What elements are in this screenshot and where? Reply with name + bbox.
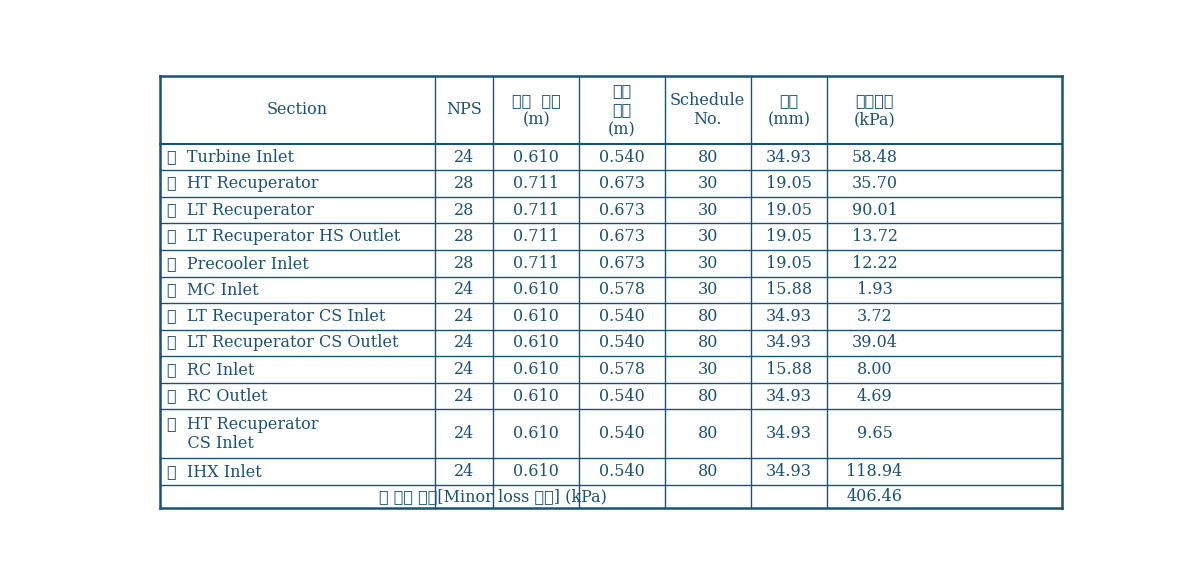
Text: 0.540: 0.540 [599, 387, 645, 405]
Text: Schedule
No.: Schedule No. [670, 92, 745, 128]
Text: 0.673: 0.673 [599, 175, 645, 192]
Text: NPS: NPS [447, 101, 482, 118]
Text: 80: 80 [697, 149, 718, 165]
Text: 118.94: 118.94 [847, 463, 903, 480]
Text: 0.711: 0.711 [513, 228, 560, 245]
Text: 두께
(mm): 두께 (mm) [767, 92, 810, 128]
Text: 80: 80 [697, 387, 718, 405]
Text: 13.72: 13.72 [852, 228, 898, 245]
Text: 0.610: 0.610 [513, 425, 560, 442]
Text: 24: 24 [454, 387, 474, 405]
Text: 24: 24 [454, 281, 474, 298]
Text: 28: 28 [454, 228, 474, 245]
Text: 0.673: 0.673 [599, 255, 645, 272]
Text: 1.93: 1.93 [857, 281, 892, 298]
Text: 30: 30 [697, 361, 718, 378]
Text: 8.00: 8.00 [857, 361, 892, 378]
Text: 0.610: 0.610 [513, 281, 560, 298]
Text: 24: 24 [454, 361, 474, 378]
Text: 80: 80 [697, 425, 718, 442]
Text: 30: 30 [697, 281, 718, 298]
Text: 4.69: 4.69 [857, 387, 892, 405]
Text: 0.578: 0.578 [599, 281, 645, 298]
Text: 19.05: 19.05 [766, 202, 811, 218]
Text: 0.540: 0.540 [599, 308, 645, 325]
Text: 35.70: 35.70 [852, 175, 898, 192]
Text: 34.93: 34.93 [766, 149, 811, 165]
Text: 19.05: 19.05 [766, 175, 811, 192]
Text: ⑦  LT Recuperator CS Inlet: ⑦ LT Recuperator CS Inlet [166, 308, 385, 325]
Text: ⑩  RC Outlet: ⑩ RC Outlet [166, 387, 267, 405]
Text: 28: 28 [454, 202, 474, 218]
Text: ⑤  Precooler Inlet: ⑤ Precooler Inlet [166, 255, 309, 272]
Text: 28: 28 [454, 255, 474, 272]
Text: ②  HT Recuperator: ② HT Recuperator [166, 175, 318, 192]
Text: 30: 30 [697, 175, 718, 192]
Text: 0.711: 0.711 [513, 255, 560, 272]
Text: ⑥  MC Inlet: ⑥ MC Inlet [166, 281, 259, 298]
Text: 30: 30 [697, 255, 718, 272]
Text: Section: Section [266, 101, 328, 118]
Text: 0.610: 0.610 [513, 308, 560, 325]
Text: 9.65: 9.65 [857, 425, 892, 442]
Text: ⑨  RC Inlet: ⑨ RC Inlet [166, 361, 254, 378]
Text: 406.46: 406.46 [847, 488, 903, 505]
Text: 0.578: 0.578 [599, 361, 645, 378]
Text: 39.04: 39.04 [852, 335, 898, 351]
Text: 90.01: 90.01 [852, 202, 898, 218]
Text: 내부
직경
(m): 내부 직경 (m) [608, 82, 636, 138]
Text: 0.610: 0.610 [513, 149, 560, 165]
Text: 0.540: 0.540 [599, 463, 645, 480]
Text: 80: 80 [697, 335, 718, 351]
Text: 24: 24 [454, 335, 474, 351]
Text: 12.22: 12.22 [852, 255, 897, 272]
Text: 0.711: 0.711 [513, 175, 560, 192]
Text: 34.93: 34.93 [766, 425, 811, 442]
Text: 34.93: 34.93 [766, 387, 811, 405]
Text: 30: 30 [697, 202, 718, 218]
Text: 34.93: 34.93 [766, 463, 811, 480]
Text: 0.540: 0.540 [599, 149, 645, 165]
Text: 24: 24 [454, 149, 474, 165]
Text: 34.93: 34.93 [766, 308, 811, 325]
Text: 압력강하
(kPa): 압력강하 (kPa) [854, 92, 896, 128]
Text: 0.610: 0.610 [513, 463, 560, 480]
Text: 0.711: 0.711 [513, 202, 560, 218]
Text: 30: 30 [697, 228, 718, 245]
Text: ⑧  LT Recuperator CS Outlet: ⑧ LT Recuperator CS Outlet [166, 335, 398, 351]
Text: ③  LT Recuperator: ③ LT Recuperator [166, 202, 314, 218]
Text: 외부  직경
(m): 외부 직경 (m) [512, 92, 561, 128]
Text: 24: 24 [454, 308, 474, 325]
Text: 0.673: 0.673 [599, 202, 645, 218]
Text: 완 압력 강하[Minor loss 포함] (kPa): 완 압력 강하[Minor loss 포함] (kPa) [379, 488, 607, 505]
Text: 0.540: 0.540 [599, 335, 645, 351]
Text: 19.05: 19.05 [766, 255, 811, 272]
Text: 15.88: 15.88 [766, 281, 811, 298]
Text: 34.93: 34.93 [766, 335, 811, 351]
Text: 3.72: 3.72 [857, 308, 892, 325]
Text: 28: 28 [454, 175, 474, 192]
Text: 24: 24 [454, 425, 474, 442]
Text: 19.05: 19.05 [766, 228, 811, 245]
Text: 0.610: 0.610 [513, 387, 560, 405]
Text: 80: 80 [697, 308, 718, 325]
Text: 24: 24 [454, 463, 474, 480]
Text: 0.673: 0.673 [599, 228, 645, 245]
Text: 0.610: 0.610 [513, 361, 560, 378]
Text: 80: 80 [697, 463, 718, 480]
Text: ⑫  IHX Inlet: ⑫ IHX Inlet [166, 463, 261, 480]
Text: 0.540: 0.540 [599, 425, 645, 442]
Text: ⑪  HT Recuperator
    CS Inlet: ⑪ HT Recuperator CS Inlet [166, 416, 318, 452]
Text: ④  LT Recuperator HS Outlet: ④ LT Recuperator HS Outlet [166, 228, 400, 245]
Text: 15.88: 15.88 [766, 361, 811, 378]
Text: ①  Turbine Inlet: ① Turbine Inlet [166, 149, 293, 165]
Text: 58.48: 58.48 [852, 149, 898, 165]
Text: 0.610: 0.610 [513, 335, 560, 351]
